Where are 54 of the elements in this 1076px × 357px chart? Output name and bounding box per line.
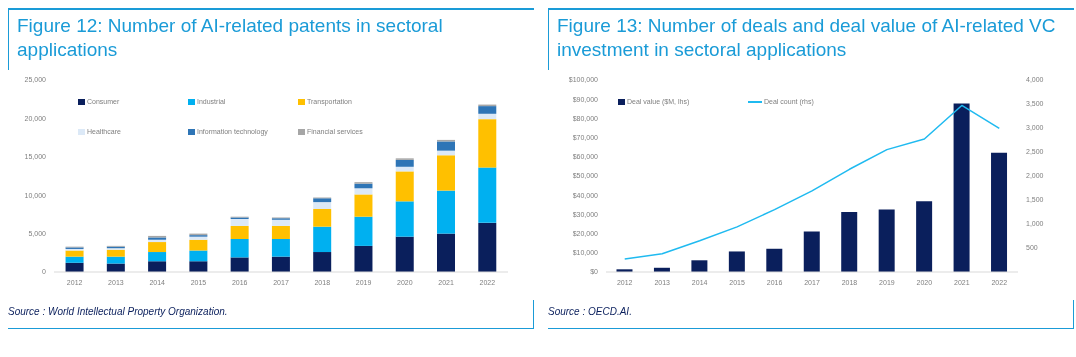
chart-title: Figure 13: Number of deals and deal value of AI-related VC investment in sectoral applications (557, 15, 1056, 60)
bar (271, 256, 290, 272)
bar (313, 252, 332, 272)
bar (313, 198, 332, 203)
bar (230, 238, 249, 258)
bar (106, 249, 125, 257)
bar (189, 261, 208, 272)
bar (148, 252, 167, 262)
bar (478, 119, 497, 168)
bar (437, 155, 456, 191)
bar (313, 202, 332, 210)
bar (395, 159, 414, 167)
bar (148, 261, 167, 272)
bar (271, 225, 290, 239)
source-note: Source : World Intellectual Property Organization. (8, 306, 228, 317)
bar (230, 257, 249, 272)
bar (189, 250, 208, 262)
bar (953, 103, 970, 272)
bar (354, 245, 373, 272)
bar (437, 190, 456, 234)
source-note: Source : OECD.AI. (548, 306, 632, 317)
bar (354, 194, 373, 217)
bar (65, 256, 84, 263)
bar (878, 209, 895, 272)
bar (916, 201, 933, 272)
bar (395, 201, 414, 237)
chart-title: Figure 12: Number of AI-related patents in sectoral applications (17, 15, 443, 60)
bar (354, 216, 373, 246)
bar (691, 260, 708, 272)
bar (395, 171, 414, 202)
bar (841, 211, 858, 272)
bar (395, 236, 414, 272)
bar (478, 106, 497, 114)
bar (271, 238, 290, 257)
bar (991, 152, 1008, 272)
bar (65, 250, 84, 257)
bar (478, 167, 497, 223)
bar (728, 251, 745, 272)
bar (437, 141, 456, 151)
bar (478, 113, 497, 120)
bar (478, 222, 497, 272)
bar (313, 209, 332, 227)
bar (766, 248, 783, 272)
bar (230, 219, 249, 226)
bar (189, 239, 208, 251)
bar (354, 188, 373, 195)
bar (106, 256, 125, 264)
bar (313, 226, 332, 253)
bar (148, 242, 167, 253)
line-series (623, 104, 1001, 260)
bar (437, 233, 456, 272)
bar (803, 231, 820, 272)
bar (271, 219, 290, 226)
bar (230, 225, 249, 239)
